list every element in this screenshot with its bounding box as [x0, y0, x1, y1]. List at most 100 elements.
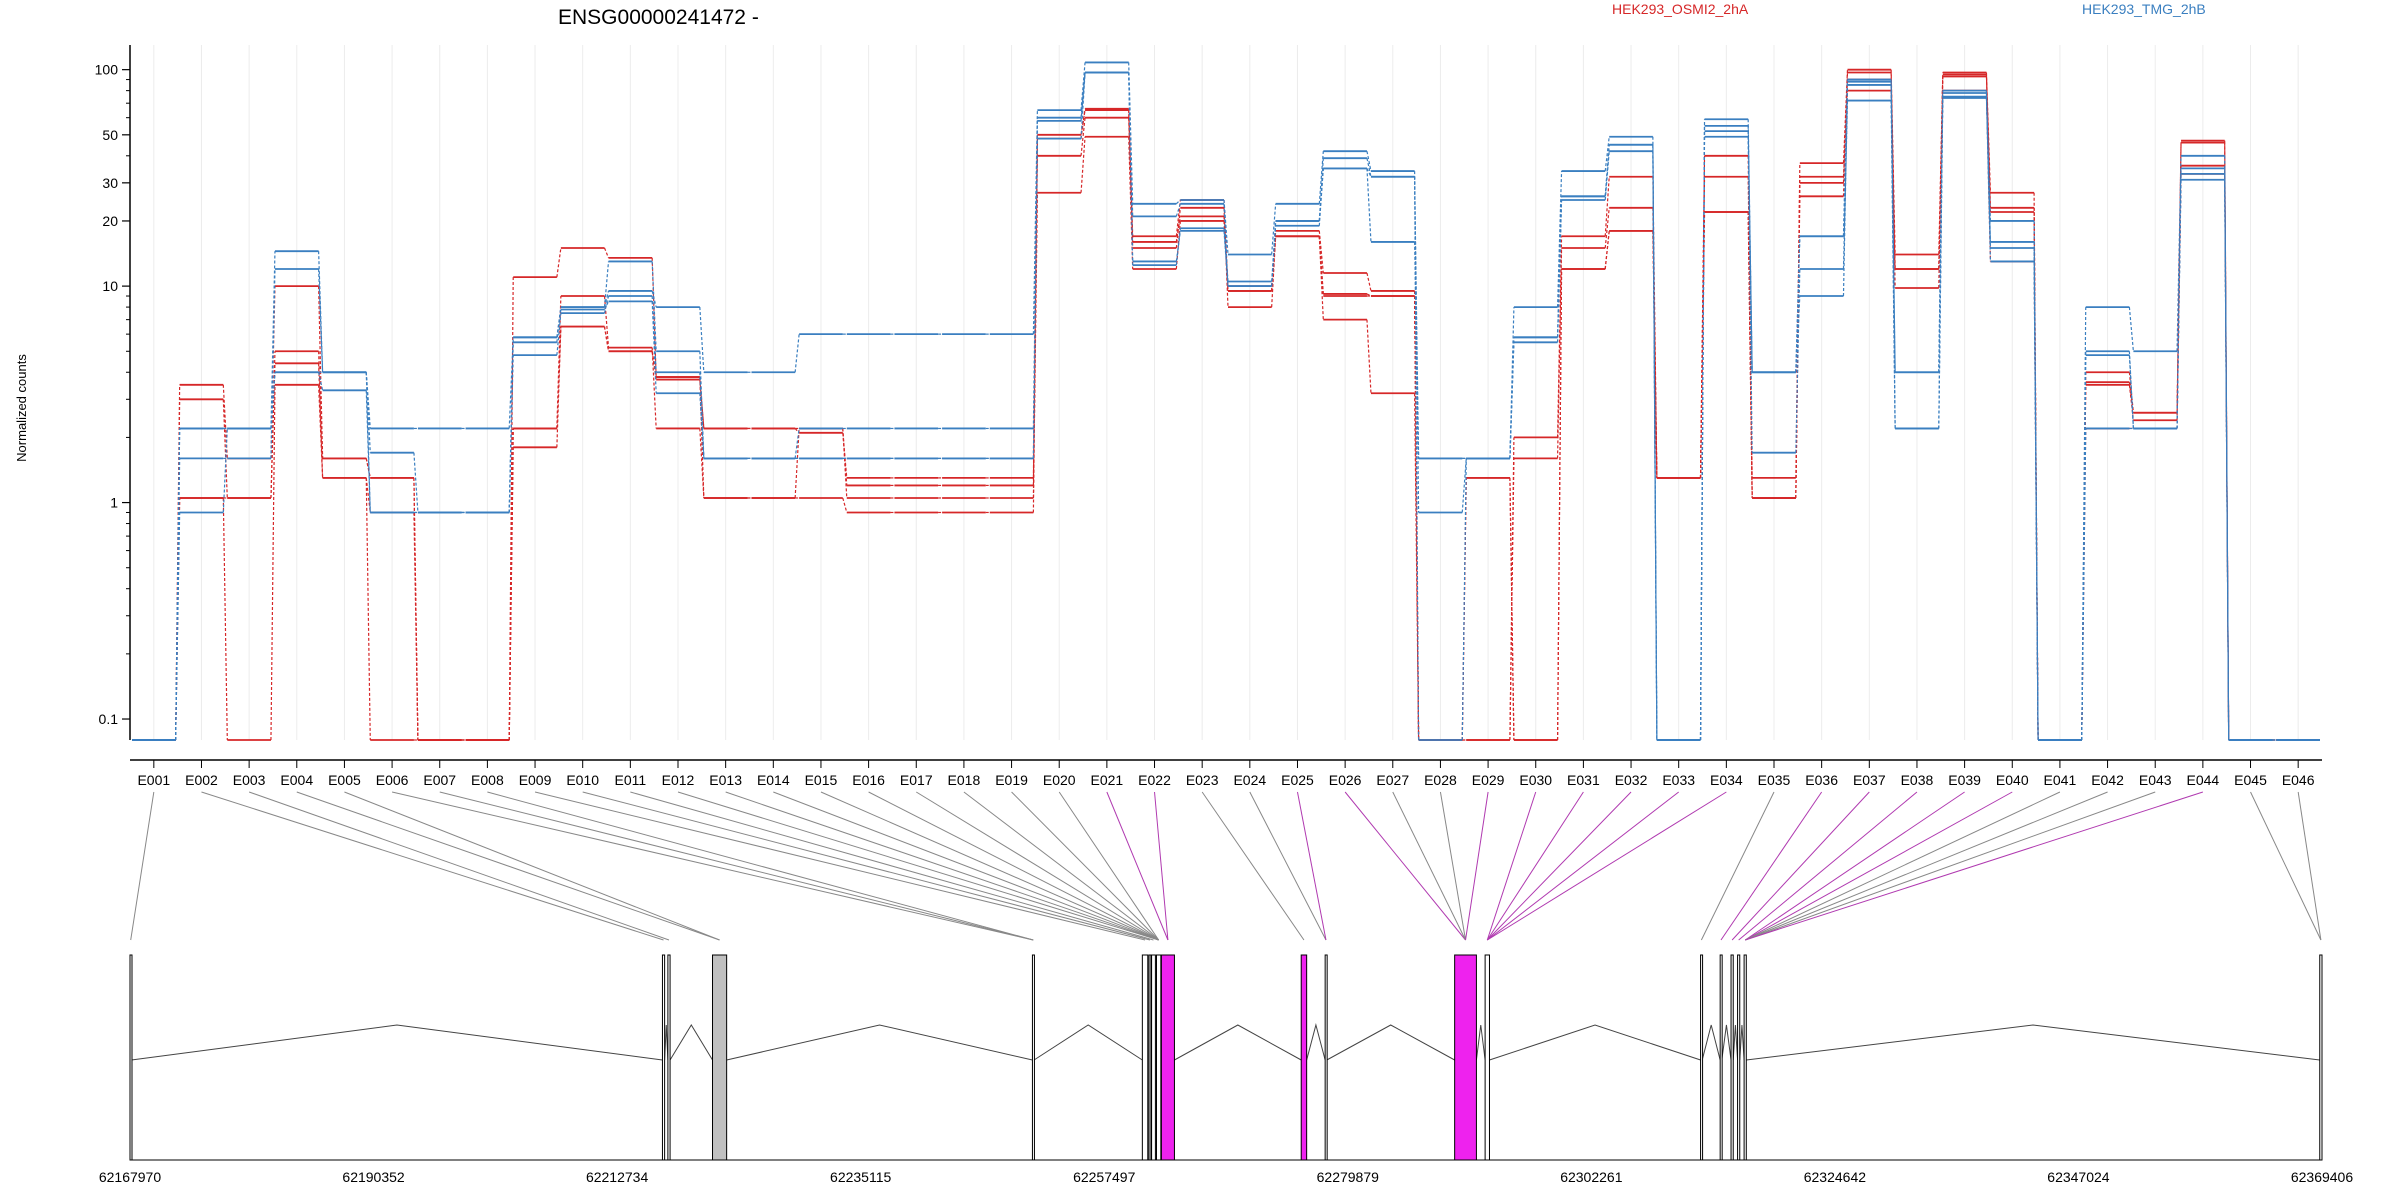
exon-connector [1201, 791, 1305, 941]
intron-line [1701, 1024, 1721, 1061]
x-tick-label: E021 [1091, 772, 1124, 788]
data-transition [699, 428, 705, 499]
data-transition [1271, 236, 1277, 291]
data-transition [2176, 173, 2182, 429]
intron-line [1326, 1024, 1455, 1061]
data-transition [1366, 151, 1372, 172]
exon-connector [1744, 791, 2061, 941]
x-tick-label: E027 [1376, 772, 1409, 788]
data-transition [1652, 144, 1658, 741]
x-tick-label: E010 [566, 772, 599, 788]
intron-line [664, 1024, 669, 1061]
exon-connector [1745, 791, 2204, 941]
chart-title: ENSG00000241472 - [558, 6, 759, 29]
exon-connector [1745, 791, 2156, 941]
data-transition [794, 428, 800, 499]
data-transition [1366, 319, 1372, 394]
x-tick-label: E023 [1186, 772, 1219, 788]
data-transition [365, 477, 371, 741]
exon-connector [391, 791, 1034, 941]
data-transition [1890, 81, 1896, 373]
data-transition [1604, 136, 1610, 172]
data-transition [508, 428, 514, 741]
data-transition [365, 390, 371, 513]
x-tick-label: E038 [1901, 772, 1934, 788]
exon-connector [1700, 791, 1775, 941]
exon-connector [439, 791, 1034, 941]
exon-box [1700, 954, 1704, 1161]
exon-box [667, 954, 671, 1161]
exon-box [1151, 954, 1156, 1161]
genomic-tick-label: 62212734 [586, 1169, 649, 1185]
data-transition [1175, 228, 1181, 266]
exon-connector [677, 791, 1159, 941]
exon-box [1743, 954, 1747, 1161]
data-transition [222, 428, 228, 513]
data-transition [2224, 173, 2230, 741]
series-5 [132, 71, 2320, 741]
data-transition [603, 295, 610, 314]
x-tick-label: E033 [1662, 772, 1695, 788]
data-transition [365, 372, 371, 429]
data-transition [651, 301, 657, 394]
data-transition [1366, 168, 1372, 242]
exon-connector [534, 791, 1146, 941]
exon-connector [1731, 791, 1870, 941]
exon-box [661, 954, 666, 1161]
x-tick-label: E004 [280, 772, 313, 788]
data-transition [1556, 268, 1563, 741]
exon-connector [963, 791, 1159, 941]
x-tick-label: E032 [1615, 772, 1648, 788]
data-transition [1842, 81, 1849, 237]
x-tick-label: E017 [900, 772, 933, 788]
exon-box [1719, 954, 1723, 1161]
x-tick-label: E006 [376, 772, 409, 788]
genomic-tick-label: 62347024 [2047, 1169, 2110, 1185]
exon-box [1730, 954, 1734, 1161]
intron-line [131, 1024, 663, 1061]
exon-connector [773, 791, 1159, 941]
legend-label-tmg: HEK293_TMG_2hB [2082, 1, 2206, 17]
x-tick-label: E003 [233, 772, 266, 788]
data-transition [1318, 236, 1324, 294]
data-transition [1414, 176, 1420, 459]
genomic-tick-label: 62235115 [830, 1169, 891, 1185]
y-tick-label: 10 [102, 278, 118, 294]
exon-connector [344, 791, 720, 941]
genomic-tick-label: 62324642 [1804, 1169, 1867, 1185]
data-transition [2081, 382, 2087, 741]
x-tick-label: E001 [137, 772, 170, 788]
x-tick-label: E046 [2282, 772, 2315, 788]
x-tick-label: E013 [709, 772, 742, 788]
data-transition [1795, 268, 1801, 453]
exon-connector [1486, 791, 1537, 941]
exon-connector [201, 791, 664, 941]
exon-connector [296, 791, 720, 941]
y-tick-label: 1 [110, 495, 118, 511]
genomic-tick-label: 62302261 [1560, 1169, 1623, 1185]
x-tick-label: E007 [423, 772, 456, 788]
data-transition [365, 372, 371, 453]
exon-connector [1296, 791, 1327, 941]
x-tick-label: E012 [662, 772, 695, 788]
data-transition [1032, 117, 1038, 459]
x-tick-label: E014 [757, 772, 790, 788]
exon-box [1454, 954, 1477, 1161]
exon-connector [2250, 791, 2322, 941]
x-tick-label: E015 [805, 772, 838, 788]
exon-connector [1249, 791, 1327, 941]
data-transition [651, 290, 657, 308]
data-transition [1175, 199, 1181, 205]
exon-connector [2297, 791, 2322, 941]
exon-connector [582, 791, 1151, 941]
genomic-tick-label: 62369406 [2291, 1169, 2354, 1185]
exon-connector [1486, 791, 1680, 941]
y-tick-label: 50 [102, 127, 118, 143]
data-transition [1366, 293, 1372, 297]
data-transition [413, 477, 419, 741]
data-transition [1842, 79, 1849, 183]
exon-connector [1439, 791, 1467, 941]
data-transition [1556, 196, 1563, 338]
exon-connector [1720, 791, 1823, 941]
series-3 [132, 73, 2320, 741]
